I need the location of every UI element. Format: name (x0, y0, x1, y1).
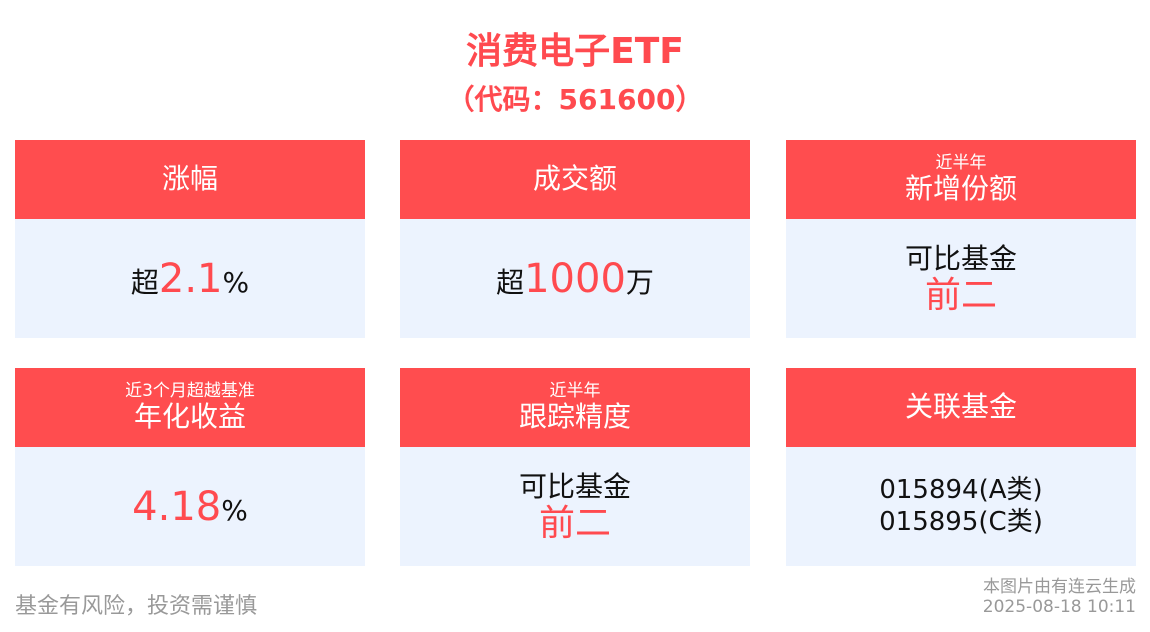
value: 2.1 (158, 255, 223, 302)
fund-code: （代码：561600） (446, 83, 704, 116)
card-subtitle: 近3个月超越基准 (125, 380, 255, 401)
value-suffix: % (221, 493, 248, 527)
comparison-label: 可比基金 (904, 241, 1017, 275)
card-title: 涨幅 (161, 162, 218, 196)
value-suffix: 万 (625, 265, 654, 299)
card-change: 涨幅 超2.1% (15, 140, 365, 338)
rank: 前二 (924, 274, 997, 316)
risk-disclaimer: 基金有风险，投资需谨慎 (15, 594, 258, 619)
value: 4.18 (132, 483, 222, 530)
card-title: 成交额 (532, 162, 617, 196)
card-related-funds: 关联基金 015894(A类) 015895(C类) (786, 368, 1136, 566)
comparison-label: 可比基金 (518, 469, 631, 503)
card-subtitle: 近半年 (549, 380, 601, 401)
value-prefix: 超 (496, 265, 525, 299)
value: 1000 (524, 255, 626, 302)
page-title: 消费电子ETF (466, 31, 684, 72)
source-text: 本图片由有连云生成 (983, 577, 1136, 597)
fund-code-a: 015894(A类) (879, 475, 1043, 506)
rank: 前二 (538, 502, 611, 544)
value-prefix: 超 (130, 265, 159, 299)
source-note: 本图片由有连云生成 2025-08-18 10:11 (983, 577, 1136, 618)
card-turnover: 成交额 超1000万 (400, 140, 750, 338)
card-tracking: 近半年 跟踪精度 可比基金 前二 (400, 368, 750, 566)
card-subtitle: 近半年 (935, 152, 987, 173)
timestamp: 2025-08-18 10:11 (982, 597, 1136, 618)
card-title: 年化收益 (133, 400, 246, 434)
card-annual-return: 近3个月超越基准 年化收益 4.18% (15, 368, 365, 566)
card-title: 新增份额 (904, 172, 1017, 206)
value-suffix: % (222, 265, 250, 299)
card-title: 关联基金 (904, 390, 1017, 424)
fund-code-c: 015895(C类) (879, 506, 1043, 537)
card-title: 跟踪精度 (518, 400, 631, 434)
card-new-shares: 近半年 新增份额 可比基金 前二 (786, 140, 1136, 338)
